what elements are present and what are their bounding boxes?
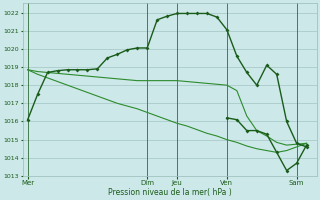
X-axis label: Pression niveau de la mer( hPa ): Pression niveau de la mer( hPa ) <box>108 188 231 197</box>
